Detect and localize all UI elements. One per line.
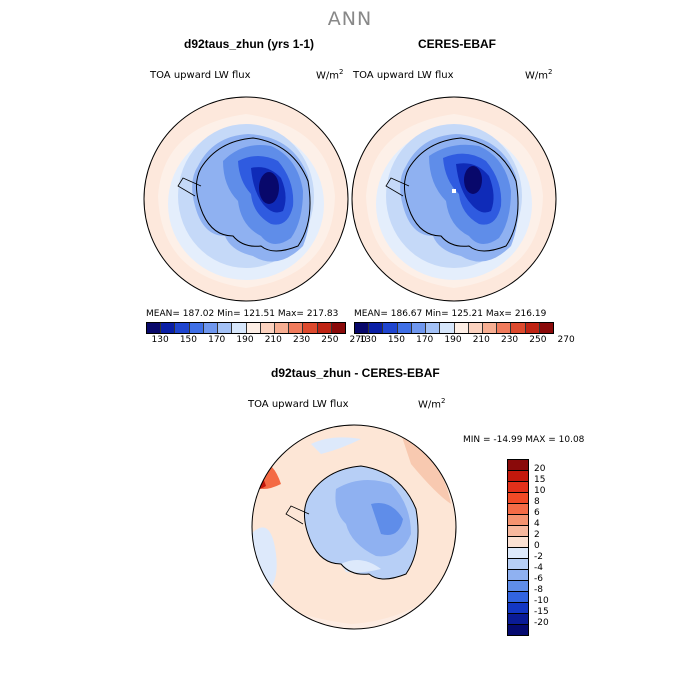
diff-colorbar-tick-label: 8 bbox=[534, 497, 540, 507]
diff-units-label: W/m2 bbox=[418, 397, 446, 411]
colorbar-tick-label: 210 bbox=[264, 335, 282, 345]
colorbar-tick-label: 270 bbox=[557, 335, 575, 345]
colorbar-swatch bbox=[383, 323, 398, 333]
figure-title: ANN bbox=[327, 8, 373, 30]
diff-colorbar-swatch bbox=[507, 515, 529, 526]
colorbar-swatch bbox=[411, 323, 427, 333]
colorbar-swatch bbox=[161, 323, 176, 333]
colorbar-tick-label: 190 bbox=[444, 335, 462, 345]
colorbar-tick-label: 190 bbox=[236, 335, 254, 345]
diff-colorbar-ticks: 20 15 10 8 6 4 2 0 -2 -4 -6 -8 -10 -15 -20 bbox=[530, 459, 570, 629]
diff-colorbar-tick-label: -20 bbox=[534, 618, 549, 628]
colorbar-tick-label: 250 bbox=[529, 335, 547, 345]
diff-colorbar-swatch bbox=[507, 614, 529, 625]
colorbar-swatch bbox=[260, 323, 275, 333]
colorbar-tick-label: 170 bbox=[208, 335, 226, 345]
diff-colorbar-swatch bbox=[507, 625, 529, 636]
diff-colorbar-tick-label: 20 bbox=[534, 464, 546, 474]
colorbar-swatch bbox=[497, 323, 512, 333]
diff-colorbar-tick-label: 2 bbox=[534, 530, 540, 540]
panel1-variable-label: TOA upward LW flux bbox=[150, 70, 251, 81]
diff-colorbar-tick-label: 10 bbox=[534, 486, 546, 496]
colorbar-swatch bbox=[369, 323, 384, 333]
panel2-map bbox=[351, 96, 557, 302]
panel1-colorbar bbox=[146, 322, 346, 334]
panel1-map bbox=[143, 96, 349, 302]
diff-colorbar-tick-label: -4 bbox=[534, 563, 543, 573]
diff-colorbar bbox=[507, 459, 529, 636]
panel1-colorbar-ticks: 130 150 170 190 210 230 250 270 bbox=[146, 335, 367, 347]
diff-colorbar-tick-label: -15 bbox=[534, 607, 549, 617]
panel2-title: CERES-EBAF bbox=[418, 37, 497, 51]
colorbar-swatch bbox=[511, 323, 526, 333]
diff-colorbar-tick-label: 6 bbox=[534, 508, 540, 518]
colorbar-tick-label: 210 bbox=[472, 335, 490, 345]
panel2-colorbar-ticks: 130 150 170 190 210 230 250 270 bbox=[354, 335, 575, 347]
colorbar-tick-label: 170 bbox=[416, 335, 434, 345]
panel2-stats: MEAN= 186.67 Min= 125.21 Max= 216.19 bbox=[354, 309, 547, 319]
colorbar-swatch bbox=[289, 323, 304, 333]
colorbar-tick-label: 130 bbox=[359, 335, 377, 345]
colorbar-swatch bbox=[274, 323, 290, 333]
diff-colorbar-swatch bbox=[507, 603, 529, 614]
diff-colorbar-swatch bbox=[507, 471, 529, 482]
colorbar-tick-label: 130 bbox=[151, 335, 169, 345]
diff-colorbar-swatch bbox=[507, 559, 529, 570]
diff-colorbar-swatch bbox=[507, 459, 529, 471]
diff-title: d92taus_zhun - CERES-EBAF bbox=[271, 366, 440, 380]
diff-colorbar-swatch bbox=[507, 592, 529, 603]
panel2-colorbar bbox=[354, 322, 554, 334]
colorbar-swatch bbox=[397, 323, 412, 333]
diff-colorbar-tick-label: -6 bbox=[534, 574, 543, 584]
colorbar-tick-label: 230 bbox=[292, 335, 311, 345]
colorbar-tick-label: 270 bbox=[349, 335, 367, 345]
diff-colorbar-swatch bbox=[507, 581, 529, 592]
colorbar-swatch bbox=[175, 323, 190, 333]
diff-colorbar-tick-label: -10 bbox=[534, 596, 549, 606]
colorbar-swatch bbox=[331, 323, 346, 333]
panel1-units-label: W/m2 bbox=[316, 68, 344, 82]
colorbar-tick-label: 150 bbox=[179, 335, 198, 345]
colorbar-swatch bbox=[317, 323, 332, 333]
colorbar-tick-label: 250 bbox=[321, 335, 339, 345]
panel2-variable-label: TOA upward LW flux bbox=[353, 70, 454, 81]
diff-variable-label: TOA upward LW flux bbox=[248, 399, 349, 410]
panel1-stats: MEAN= 187.02 Min= 121.51 Max= 217.83 bbox=[146, 309, 339, 319]
colorbar-tick-label: 150 bbox=[387, 335, 406, 345]
colorbar-swatch bbox=[440, 323, 455, 333]
diff-map bbox=[251, 424, 457, 630]
diff-colorbar-swatch bbox=[507, 504, 529, 515]
diff-colorbar-tick-label: 15 bbox=[534, 475, 546, 485]
colorbar-swatch bbox=[232, 323, 247, 333]
diff-colorbar-tick-label: 0 bbox=[534, 541, 540, 551]
diff-colorbar-tick-label: -8 bbox=[534, 585, 543, 595]
colorbar-swatch bbox=[355, 323, 370, 333]
colorbar-swatch bbox=[539, 323, 554, 333]
diff-minmax: MIN = -14.99 MAX = 10.08 bbox=[463, 435, 585, 445]
colorbar-swatch bbox=[303, 323, 318, 333]
diff-colorbar-swatch bbox=[507, 570, 529, 581]
diff-colorbar-swatch bbox=[507, 493, 529, 504]
diff-colorbar-swatch bbox=[507, 548, 529, 559]
colorbar-swatch bbox=[482, 323, 498, 333]
colorbar-swatch bbox=[246, 323, 261, 333]
colorbar-swatch bbox=[525, 323, 540, 333]
colorbar-tick-label: 230 bbox=[500, 335, 519, 345]
diff-colorbar-swatch bbox=[507, 537, 529, 548]
colorbar-swatch bbox=[218, 323, 233, 333]
colorbar-swatch bbox=[147, 323, 162, 333]
colorbar-swatch bbox=[426, 323, 441, 333]
colorbar-swatch bbox=[468, 323, 483, 333]
colorbar-swatch bbox=[203, 323, 219, 333]
colorbar-swatch bbox=[189, 323, 204, 333]
diff-colorbar-swatch bbox=[507, 482, 529, 493]
panel2-units-label: W/m2 bbox=[525, 68, 553, 82]
panel1-title: d92taus_zhun (yrs 1-1) bbox=[184, 37, 315, 51]
colorbar-swatch bbox=[454, 323, 469, 333]
diff-colorbar-swatch bbox=[507, 526, 529, 537]
diff-colorbar-tick-label: -2 bbox=[534, 552, 543, 562]
diff-colorbar-tick-label: 4 bbox=[534, 519, 540, 529]
